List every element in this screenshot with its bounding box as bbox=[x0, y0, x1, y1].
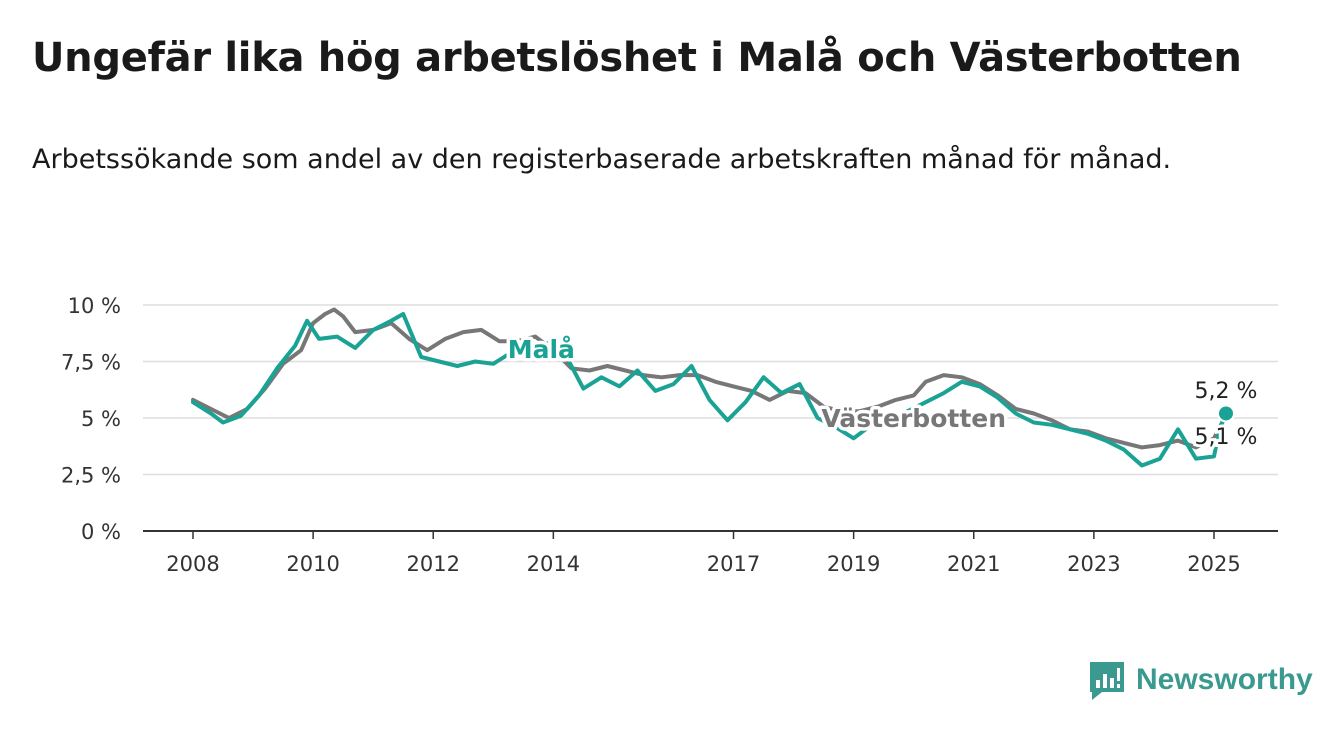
series-line-v-sterbotten bbox=[191, 307, 1228, 450]
y-tick-label: 10 % bbox=[68, 294, 121, 318]
series-lines bbox=[191, 307, 1228, 468]
y-tick-label: 5 % bbox=[81, 407, 121, 431]
series-label: Västerbotten bbox=[821, 404, 1006, 433]
grid-lines bbox=[143, 304, 1278, 532]
x-tick-label: 2025 bbox=[1187, 552, 1240, 576]
x-tick-label: 2008 bbox=[166, 552, 219, 576]
x-tick-label: 2014 bbox=[527, 552, 580, 576]
x-tick-label: 2017 bbox=[707, 552, 760, 576]
newsworthy-logo: Newsworthy bbox=[1088, 660, 1313, 700]
y-tick-label: 7,5 % bbox=[61, 351, 121, 375]
newsworthy-logo-icon bbox=[1090, 662, 1124, 700]
y-tick-label: 0 % bbox=[81, 520, 121, 544]
newsworthy-logo-text: Newsworthy bbox=[1136, 663, 1313, 696]
x-tick-label: 2012 bbox=[407, 552, 460, 576]
y-tick-label: 2,5 % bbox=[61, 464, 121, 488]
x-tick-label: 2021 bbox=[947, 552, 1000, 576]
end-marker bbox=[1217, 404, 1235, 423]
chart-title: Ungefär lika hög arbetslöshet i Malå och… bbox=[32, 35, 1242, 81]
end-value-label: 5,2 % bbox=[1195, 379, 1258, 404]
x-tick-label: 2019 bbox=[827, 552, 880, 576]
x-tick-label: 2023 bbox=[1067, 552, 1120, 576]
y-axis-labels: 10 % 7,5 % 5 % 2,5 % 0 % bbox=[61, 294, 121, 544]
x-tick-label: 2010 bbox=[286, 552, 339, 576]
annotations: Malå Västerbotten 5,2 % 5,1 % bbox=[504, 332, 1260, 453]
series-line-mal- bbox=[191, 312, 1228, 468]
series-label: Malå bbox=[508, 335, 575, 364]
end-value-label: 5,1 % bbox=[1195, 425, 1258, 450]
chart-subtitle: Arbetssökande som andel av den registerb… bbox=[32, 144, 1172, 175]
x-axis-labels: 2008 2010 2012 2014 2017 2019 2021 2023 2025 bbox=[166, 531, 1241, 576]
